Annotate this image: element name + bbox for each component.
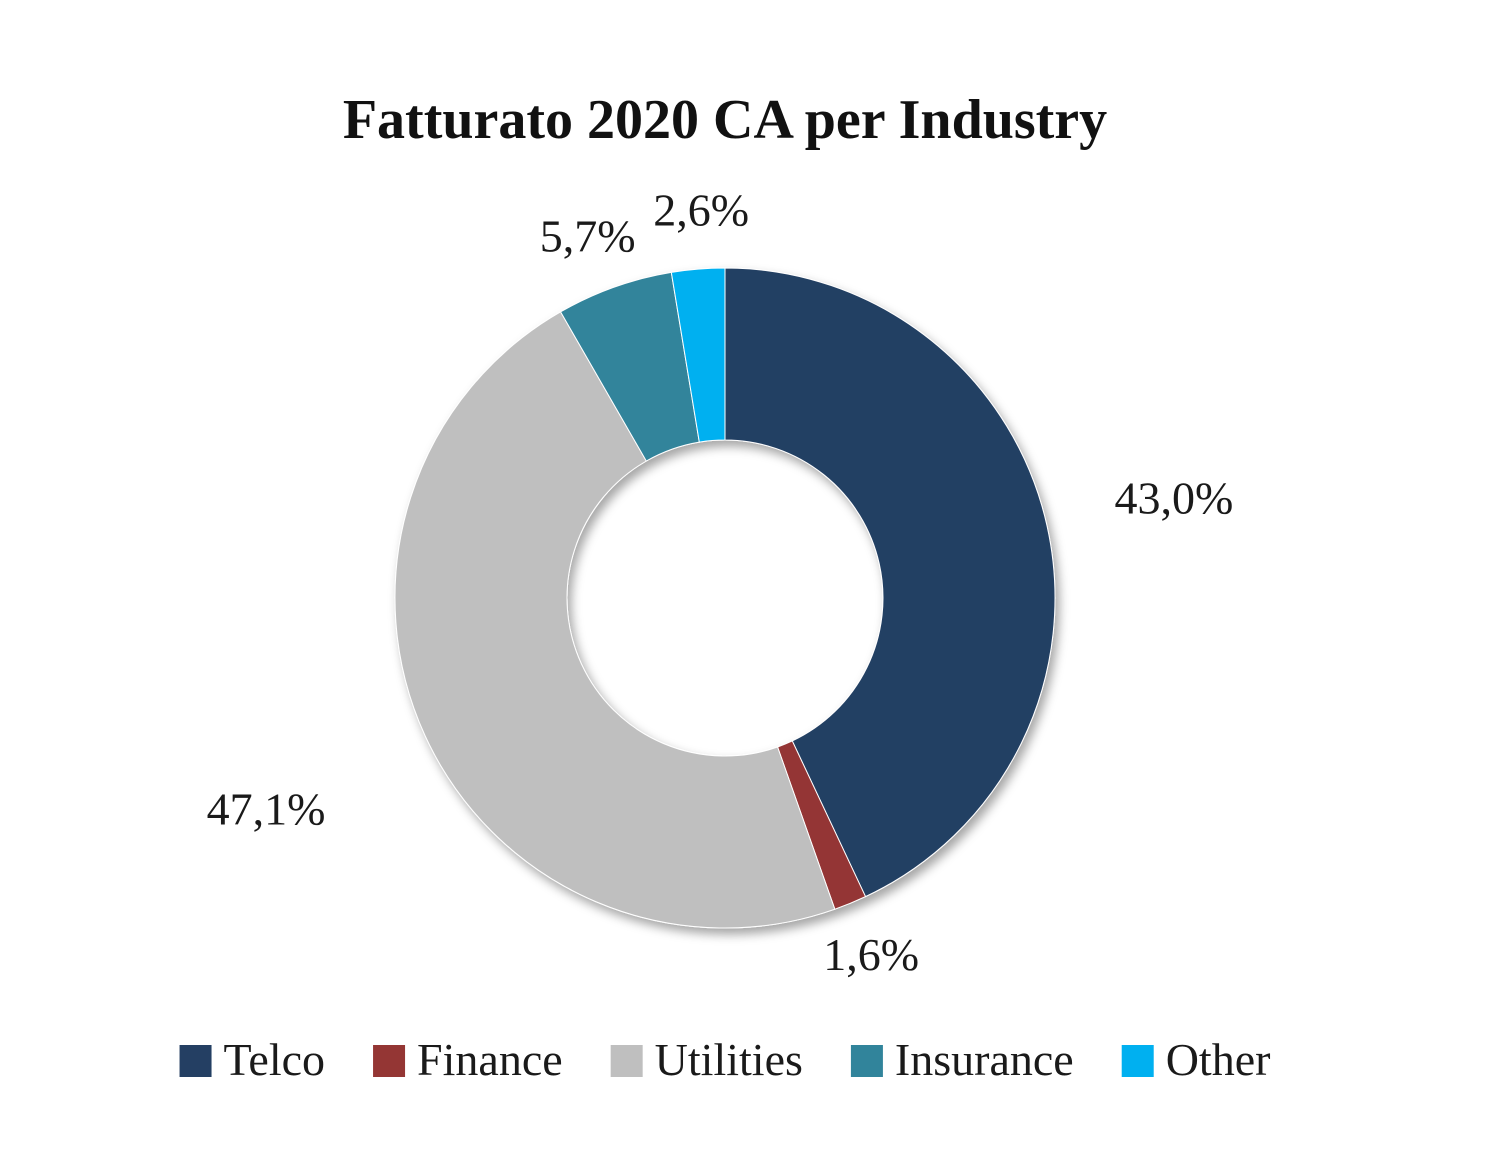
data-label-insurance: 5,7% bbox=[540, 210, 636, 261]
data-label-utilities: 47,1% bbox=[207, 784, 326, 835]
donut-slices bbox=[394, 267, 1056, 929]
chart-title: Fatturato 2020 CA per Industry bbox=[343, 89, 1107, 151]
legend-label-finance: Finance bbox=[417, 1034, 563, 1085]
legend-label-other: Other bbox=[1166, 1034, 1271, 1085]
data-labels: 43,0% 1,6% 47,1% 5,7% 2,6% bbox=[207, 184, 1234, 980]
slice-other bbox=[670, 267, 726, 443]
slice-telco bbox=[724, 267, 1056, 898]
data-label-telco: 43,0% bbox=[1115, 473, 1234, 524]
legend-label-utilities: Utilities bbox=[655, 1034, 803, 1085]
legend-swatch-other bbox=[1121, 1045, 1154, 1077]
legend-swatch-utilities bbox=[610, 1045, 643, 1077]
slice-utilities bbox=[394, 311, 836, 929]
legend-label-insurance: Insurance bbox=[895, 1034, 1074, 1085]
legend-swatch-insurance bbox=[850, 1045, 883, 1077]
legend-swatch-finance bbox=[373, 1045, 406, 1077]
data-label-other: 2,6% bbox=[653, 184, 749, 235]
legend-label-telco: Telco bbox=[224, 1034, 326, 1085]
data-label-finance: 1,6% bbox=[823, 929, 919, 980]
legend-swatch-telco bbox=[179, 1045, 212, 1077]
legend: Telco Finance Utilities Insurance Other bbox=[179, 1034, 1271, 1085]
